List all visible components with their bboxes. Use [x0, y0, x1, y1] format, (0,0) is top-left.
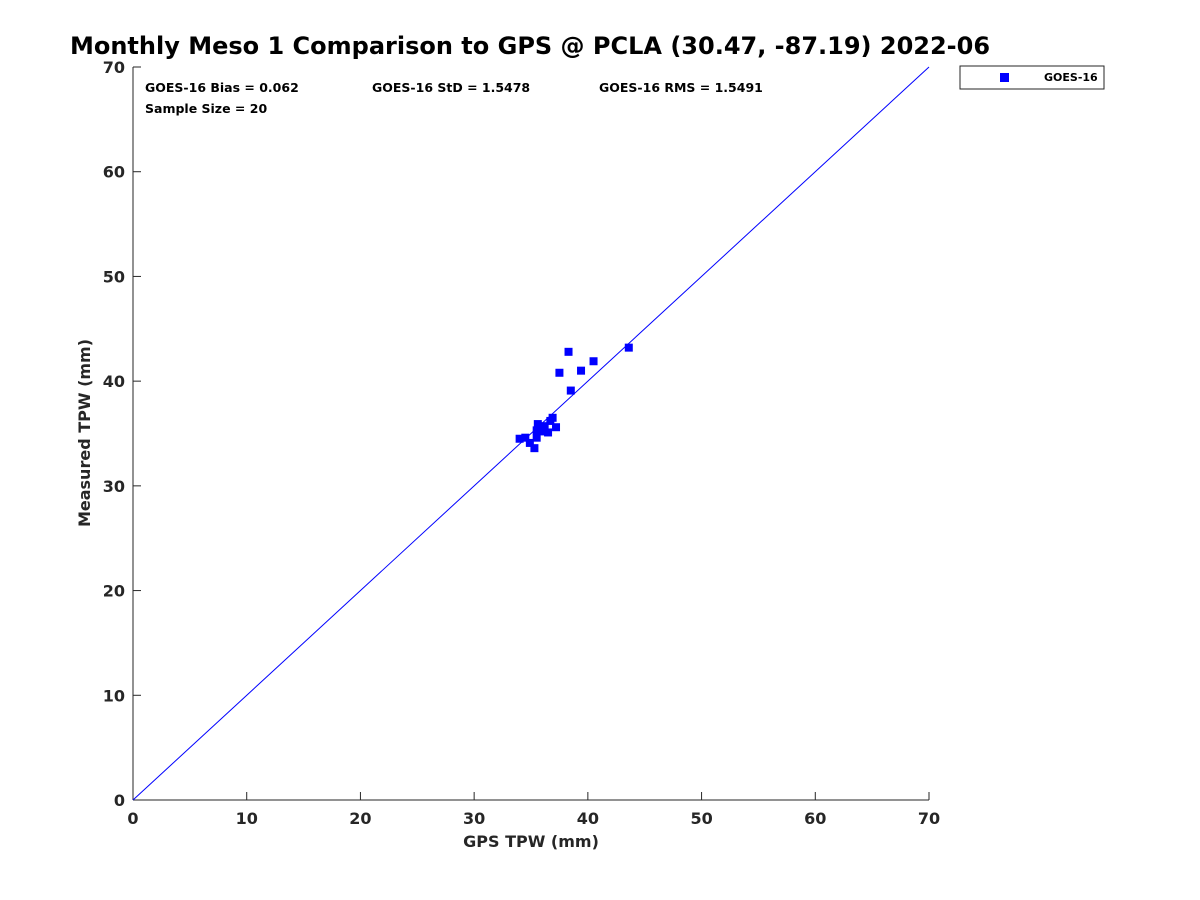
y-tick-label: 30 — [103, 477, 125, 496]
x-tick-label: 70 — [918, 809, 940, 828]
y-tick-label: 60 — [103, 163, 125, 182]
data-point — [532, 433, 541, 442]
y-ticks: 0 10 20 30 40 50 60 70 — [103, 58, 141, 810]
y-tick-label: 20 — [103, 582, 125, 601]
x-tick-label: 40 — [577, 809, 599, 828]
legend: GOES-16 — [959, 65, 1105, 90]
data-point — [564, 347, 573, 356]
y-tick-label: 50 — [103, 267, 125, 286]
data-point — [544, 428, 553, 437]
data-point — [552, 423, 561, 432]
x-tick-label: 20 — [349, 809, 371, 828]
data-point — [624, 343, 633, 352]
legend-label-goes16: GOES-16 — [1044, 71, 1098, 84]
chart-title: Monthly Meso 1 Comparison to GPS @ PCLA … — [70, 32, 990, 60]
x-tick-label: 30 — [463, 809, 485, 828]
data-point — [515, 434, 524, 443]
data-point — [537, 427, 546, 436]
data-point — [548, 413, 557, 422]
x-tick-label: 60 — [804, 809, 826, 828]
reference-line — [132, 66, 930, 801]
x-axis-label: GPS TPW (mm) — [463, 832, 599, 851]
y-tick-label: 40 — [103, 372, 125, 391]
data-point — [530, 444, 539, 453]
legend-box — [959, 65, 1105, 90]
rms-annotation: GOES-16 RMS = 1.5491 — [599, 80, 763, 95]
x-ticks: 0 10 20 30 40 50 60 70 — [127, 792, 940, 828]
bias-annotation: GOES-16 Bias = 0.062 — [145, 80, 299, 95]
data-point — [525, 438, 534, 447]
data-point — [521, 433, 530, 442]
std-annotation: GOES-16 StD = 1.5478 — [372, 80, 530, 95]
y-tick-label: 70 — [103, 58, 125, 77]
data-point — [533, 420, 542, 429]
y-axis-label: Measured TPW (mm) — [75, 339, 94, 527]
x-tick-label: 0 — [127, 809, 138, 828]
plot-area: 0 10 20 30 40 50 60 70 0 10 20 30 40 50 60 70 — [103, 58, 940, 828]
y-tick-label: 0 — [114, 791, 125, 810]
x-tick-label: 50 — [690, 809, 712, 828]
x-tick-label: 10 — [236, 809, 258, 828]
legend-marker-goes16 — [1000, 73, 1009, 82]
y-tick-label: 10 — [103, 686, 125, 705]
data-point — [566, 386, 575, 395]
data-point — [589, 357, 598, 366]
data-point — [555, 368, 564, 377]
data-point — [532, 426, 541, 435]
data-point — [577, 366, 586, 375]
sample-size-annotation: Sample Size = 20 — [145, 101, 267, 116]
data-point — [539, 422, 548, 431]
data-points — [515, 343, 633, 453]
